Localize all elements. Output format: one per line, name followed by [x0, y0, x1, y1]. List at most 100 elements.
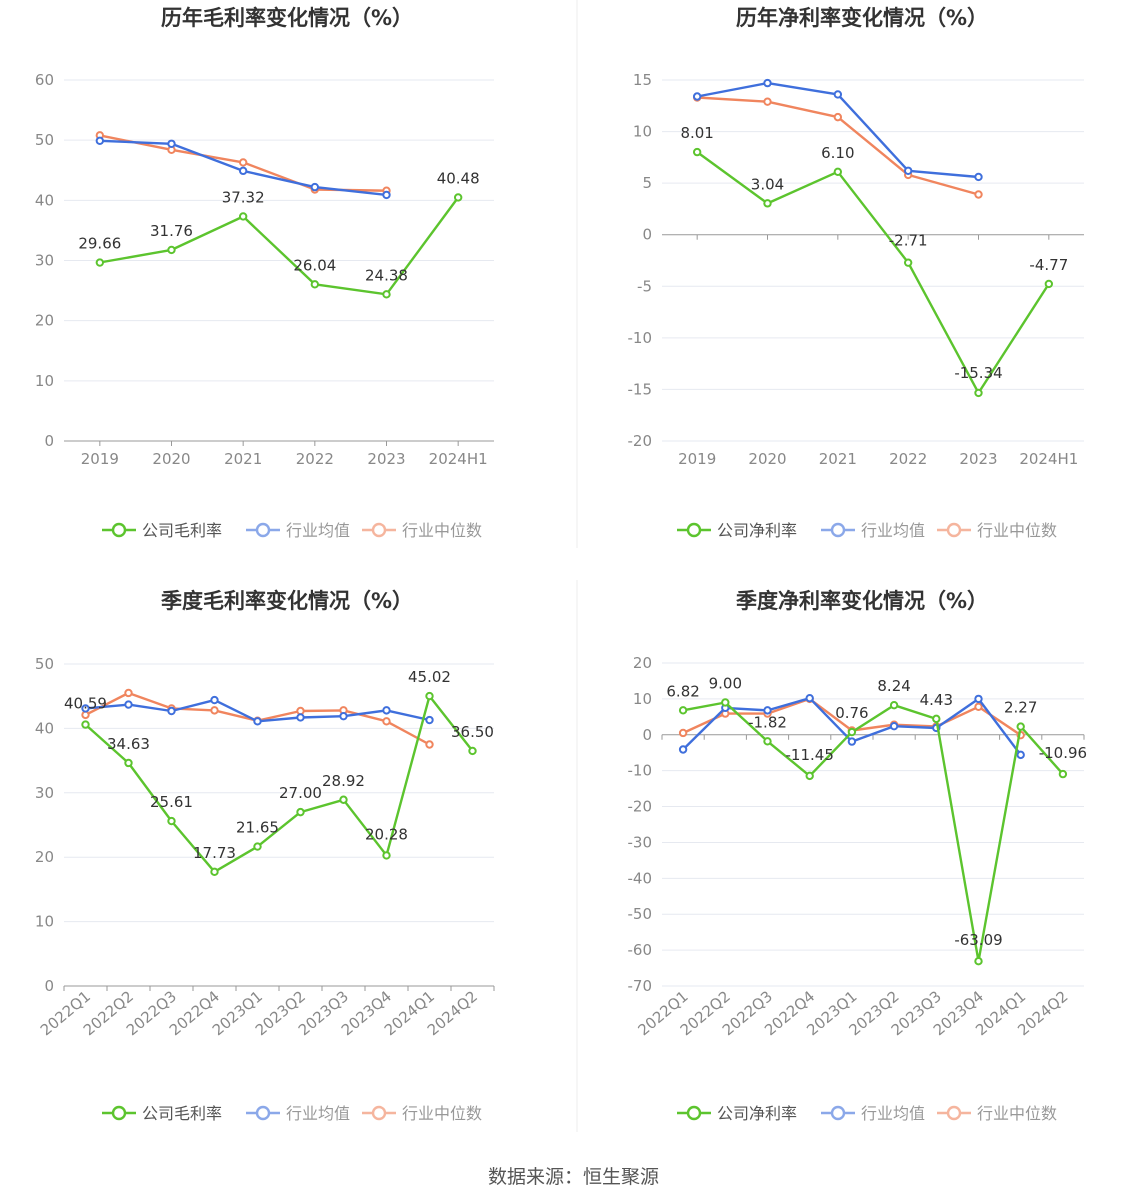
- data-label: 3.04: [751, 175, 784, 193]
- data-point-company: [763, 199, 772, 208]
- data-point-industry_median: [425, 740, 434, 749]
- data-label: 25.61: [150, 793, 193, 811]
- legend-label: 行业均值: [861, 521, 925, 540]
- data-label: 26.04: [293, 256, 336, 274]
- data-point-company: [81, 720, 90, 729]
- data-point-company: [253, 842, 262, 851]
- data-point-company: [468, 746, 477, 756]
- data-point-company: [763, 737, 772, 746]
- legend-swatch-marker: [371, 1105, 387, 1121]
- data-point-company: [1016, 722, 1025, 731]
- data-point-industry_avg: [81, 704, 90, 713]
- data-label: 40.48: [437, 169, 480, 187]
- data-point-industry_median: [382, 717, 391, 726]
- chart-title: 季度净利率变化情况（%）: [736, 589, 988, 613]
- y-tick-label: 15: [633, 71, 652, 89]
- data-label: 45.02: [408, 668, 451, 686]
- legend-label: 行业均值: [286, 1104, 350, 1123]
- y-tick-label: -20: [628, 798, 653, 816]
- y-tick-label: -5: [637, 277, 652, 295]
- data-point-company: [210, 867, 219, 877]
- y-tick-label: 20: [35, 848, 54, 866]
- data-label: 40.59: [64, 695, 107, 713]
- y-tick-label: -15: [628, 380, 653, 398]
- y-tick-label: 60: [35, 71, 54, 89]
- y-tick-label: -10: [628, 762, 653, 780]
- data-label: -1.82: [748, 713, 787, 731]
- y-tick-label: -30: [628, 833, 653, 851]
- chart-quarterly-gross: 季度毛利率变化情况（%）010203040502022Q12022Q22022Q…: [35, 589, 495, 1123]
- data-point-company: [167, 245, 176, 255]
- legend-item-company: 公司毛利率: [102, 521, 222, 540]
- data-point-industry_avg: [833, 90, 843, 99]
- data-point-company: [932, 714, 941, 724]
- legend-label: 行业均值: [286, 521, 350, 540]
- data-point-company: [692, 147, 702, 157]
- y-tick-label: 5: [642, 174, 652, 192]
- data-point-industry_avg: [763, 78, 772, 88]
- legend-label: 公司毛利率: [142, 521, 222, 540]
- data-label: 24.38: [365, 266, 408, 284]
- x-tick-label: 2021: [224, 450, 262, 468]
- x-tick-label: 2020: [748, 450, 786, 468]
- data-point-company: [805, 771, 814, 781]
- data-point-industry_avg: [339, 711, 348, 721]
- data-point-industry_avg: [847, 737, 857, 746]
- data-point-industry_avg: [903, 166, 913, 175]
- y-tick-label: -50: [628, 905, 653, 923]
- y-tick-label: 50: [35, 131, 54, 149]
- x-tick-label: 2022: [889, 450, 927, 468]
- data-point-company: [847, 727, 857, 737]
- data-label: -11.45: [786, 746, 834, 764]
- x-tick-label: 2022: [296, 450, 334, 468]
- data-point-company: [889, 701, 899, 710]
- data-label: 34.63: [107, 735, 150, 753]
- data-point-industry_avg: [763, 706, 772, 715]
- y-tick-label: 40: [35, 191, 54, 209]
- data-point-industry_median: [81, 710, 90, 720]
- y-tick-label: 20: [35, 312, 54, 330]
- data-point-company: [974, 957, 983, 966]
- data-point-company: [678, 706, 688, 715]
- y-tick-label: -20: [628, 432, 653, 450]
- data-point-company: [903, 258, 913, 267]
- data-point-company: [1044, 279, 1054, 289]
- legend-item-company: 公司毛利率: [102, 1104, 222, 1123]
- y-tick-label: 30: [35, 252, 54, 270]
- data-label: 6.10: [821, 144, 854, 162]
- x-tick-label: 2019: [678, 450, 716, 468]
- data-label: 27.00: [279, 784, 322, 802]
- y-tick-label: 0: [44, 432, 54, 450]
- data-label: -63.09: [954, 931, 1002, 949]
- legend-swatch-marker: [111, 522, 127, 538]
- y-tick-label: -70: [628, 977, 653, 995]
- data-point-industry_median: [678, 728, 688, 738]
- chart-annual-net: 历年净利率变化情况（%） -20 -15 -10 -5 0 5 10 15 2019 2020 202…: [628, 6, 1084, 540]
- data-point-industry_avg: [95, 136, 105, 145]
- data-label: 29.66: [78, 235, 121, 253]
- data-point-industry_avg: [974, 172, 983, 182]
- data-point-industry_median: [238, 158, 248, 167]
- legend-label: 行业中位数: [402, 1104, 482, 1123]
- data-point-company: [310, 280, 320, 289]
- data-label: 6.82: [666, 682, 699, 700]
- series-line-company: [99, 196, 460, 296]
- data-point-company: [339, 795, 348, 804]
- data-point-industry_avg: [296, 713, 305, 722]
- series-line-company: [682, 701, 1064, 963]
- data-label: 4.43: [920, 691, 953, 709]
- x-tick-label: 2019: [81, 450, 119, 468]
- data-label: 20.28: [365, 825, 408, 843]
- chart-annual-gross: 历年毛利率变化情况（%） 0 10 20 30 40 50 60 2019 2020 2021 202…: [35, 6, 494, 540]
- data-label: 2.27: [1004, 699, 1037, 717]
- y-tick-label: 10: [633, 690, 652, 708]
- legend-swatch-marker: [946, 522, 962, 538]
- y-tick-label: 10: [35, 913, 54, 931]
- legend-item-company: 公司净利率: [677, 521, 797, 540]
- y-tick-label: 10: [35, 372, 54, 390]
- chart-title: 历年毛利率变化情况（%）: [161, 6, 413, 30]
- data-point-company: [382, 851, 391, 860]
- legend: 公司毛利率 行业均值 行业中位数: [102, 1104, 482, 1123]
- y-tick-label: -40: [628, 869, 653, 887]
- data-point-company: [1058, 769, 1068, 779]
